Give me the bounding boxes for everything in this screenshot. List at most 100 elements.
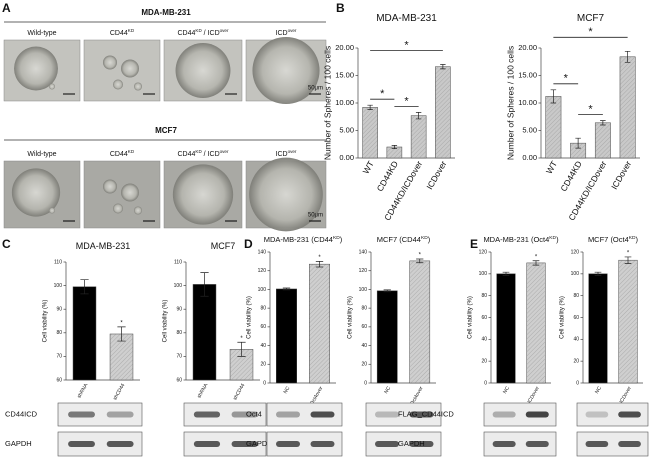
image-label: CD44KD bbox=[110, 28, 135, 37]
error-bar bbox=[502, 271, 510, 276]
chart-title: MDA-MB-231 bbox=[76, 241, 131, 251]
x-tick-label: ICDover bbox=[619, 385, 634, 404]
blot-label: CD44ICD bbox=[5, 409, 38, 418]
bar bbox=[376, 290, 398, 384]
y-tick-label: 40 bbox=[361, 343, 367, 349]
y-tick-label: 140 bbox=[258, 249, 267, 255]
blot-label: Oct4 bbox=[246, 409, 262, 418]
blot-band bbox=[276, 441, 300, 447]
blot-label: FLAG_CD44ICD bbox=[398, 409, 454, 418]
significance-mark: * bbox=[419, 253, 422, 259]
image-label: ICDover bbox=[276, 149, 297, 158]
significance-mark: * bbox=[535, 254, 538, 260]
panel-letter: E bbox=[470, 237, 478, 251]
blot-band bbox=[492, 411, 516, 418]
bar-hatch bbox=[545, 96, 562, 158]
y-tick-label: 0 bbox=[576, 380, 579, 386]
y-axis-label: Number of Spheres / 100 cells bbox=[322, 46, 332, 160]
error-bar bbox=[391, 145, 398, 149]
y-tick-label: 100 bbox=[54, 283, 63, 289]
blot-panel bbox=[576, 402, 649, 427]
bar-hatch bbox=[618, 260, 638, 383]
image-label-part: Wild-type bbox=[27, 30, 56, 37]
bar bbox=[192, 284, 217, 381]
y-axis-label: Cell viability (%) bbox=[468, 296, 474, 339]
y-tick-label: 60 bbox=[573, 315, 579, 321]
error-bar bbox=[550, 89, 557, 104]
error-bar bbox=[117, 326, 126, 342]
y-tick-label: 5.00 bbox=[522, 125, 537, 134]
chart-title-part: MCF7 bbox=[211, 241, 236, 251]
blot-band bbox=[375, 441, 399, 447]
y-tick-label: 60 bbox=[481, 315, 487, 321]
y-tick-label: 110 bbox=[54, 259, 62, 265]
chart-title-part: ) bbox=[428, 235, 431, 244]
blot-band bbox=[231, 441, 258, 447]
x-tick-label: NC bbox=[383, 385, 392, 395]
chart-title-part: KD bbox=[629, 235, 636, 241]
x-tick-label: NC bbox=[283, 385, 292, 395]
significance-mark: * bbox=[627, 250, 630, 256]
sphere bbox=[103, 55, 117, 70]
error-bar bbox=[367, 104, 373, 110]
sphere bbox=[103, 179, 117, 194]
sphere bbox=[134, 206, 142, 215]
blot-band bbox=[310, 411, 335, 418]
panel-letter: A bbox=[2, 1, 11, 15]
x-tick-label: shCD44 bbox=[112, 382, 126, 401]
sphere bbox=[113, 203, 123, 214]
chart-title-part: ) bbox=[636, 235, 639, 244]
blot-panel bbox=[183, 402, 267, 427]
sphere bbox=[113, 79, 123, 90]
y-tick-label: 100 bbox=[174, 283, 183, 289]
image-label-part: over bbox=[220, 149, 229, 154]
blot-band bbox=[525, 441, 549, 447]
y-tick-label: 0 bbox=[263, 380, 266, 386]
y-tick-label: 10.00 bbox=[335, 98, 354, 107]
image-label: CD44KD / ICDover bbox=[178, 28, 229, 37]
panel-letter: D bbox=[244, 237, 253, 251]
y-tick-label: 90 bbox=[176, 307, 182, 313]
sphere bbox=[121, 183, 139, 202]
blot-panel bbox=[483, 402, 557, 427]
y-tick-label: 60 bbox=[56, 377, 62, 383]
y-tick-label: 120 bbox=[359, 268, 368, 274]
image-label: Wild-type bbox=[27, 30, 56, 37]
y-tick-label: 120 bbox=[479, 249, 488, 255]
bar-hatch bbox=[386, 147, 402, 158]
bar-hatch bbox=[309, 264, 330, 383]
x-tick-label: CD44KD bbox=[375, 159, 400, 193]
significance-mark: * bbox=[564, 73, 569, 85]
chart-title-part: MDA-MB-231 bbox=[376, 13, 437, 24]
image-label-part: KD bbox=[195, 28, 202, 33]
sphere bbox=[252, 36, 320, 105]
y-tick-label: 120 bbox=[571, 249, 580, 255]
error-bar bbox=[282, 287, 291, 291]
y-tick-label: 20 bbox=[260, 362, 266, 368]
image-label: CD44KD bbox=[110, 149, 135, 158]
error-bar bbox=[624, 50, 631, 63]
y-tick-label: 80 bbox=[481, 293, 487, 299]
blot-label: GAPDH bbox=[5, 439, 32, 448]
y-tick-label: 20 bbox=[481, 358, 487, 364]
x-tick-label: ICDover bbox=[609, 159, 633, 191]
chart-title: MDA-MB-231 (Oct4KD) bbox=[483, 235, 559, 244]
blot-band bbox=[409, 411, 434, 418]
y-axis-label: Cell viability (%) bbox=[247, 296, 253, 339]
x-tick-label: ICDover bbox=[527, 385, 542, 404]
y-tick-label: 60 bbox=[260, 324, 266, 330]
chart-title: MCF7 bbox=[577, 13, 605, 24]
bar bbox=[588, 273, 608, 384]
y-tick-label: 0 bbox=[364, 380, 367, 386]
x-tick-label: NC bbox=[502, 385, 511, 395]
image-label-part: CD44 bbox=[110, 30, 128, 37]
sphere bbox=[249, 157, 323, 232]
x-tick-label: WT bbox=[544, 159, 559, 175]
chart-title-part: KD bbox=[333, 235, 340, 241]
blot-label: GAPDH bbox=[398, 439, 425, 448]
blot-band bbox=[106, 441, 134, 447]
x-tick-label: shCD44 bbox=[232, 382, 246, 401]
error-bar bbox=[594, 271, 602, 276]
y-tick-label: 40 bbox=[260, 343, 266, 349]
bar-hatch bbox=[230, 349, 253, 380]
